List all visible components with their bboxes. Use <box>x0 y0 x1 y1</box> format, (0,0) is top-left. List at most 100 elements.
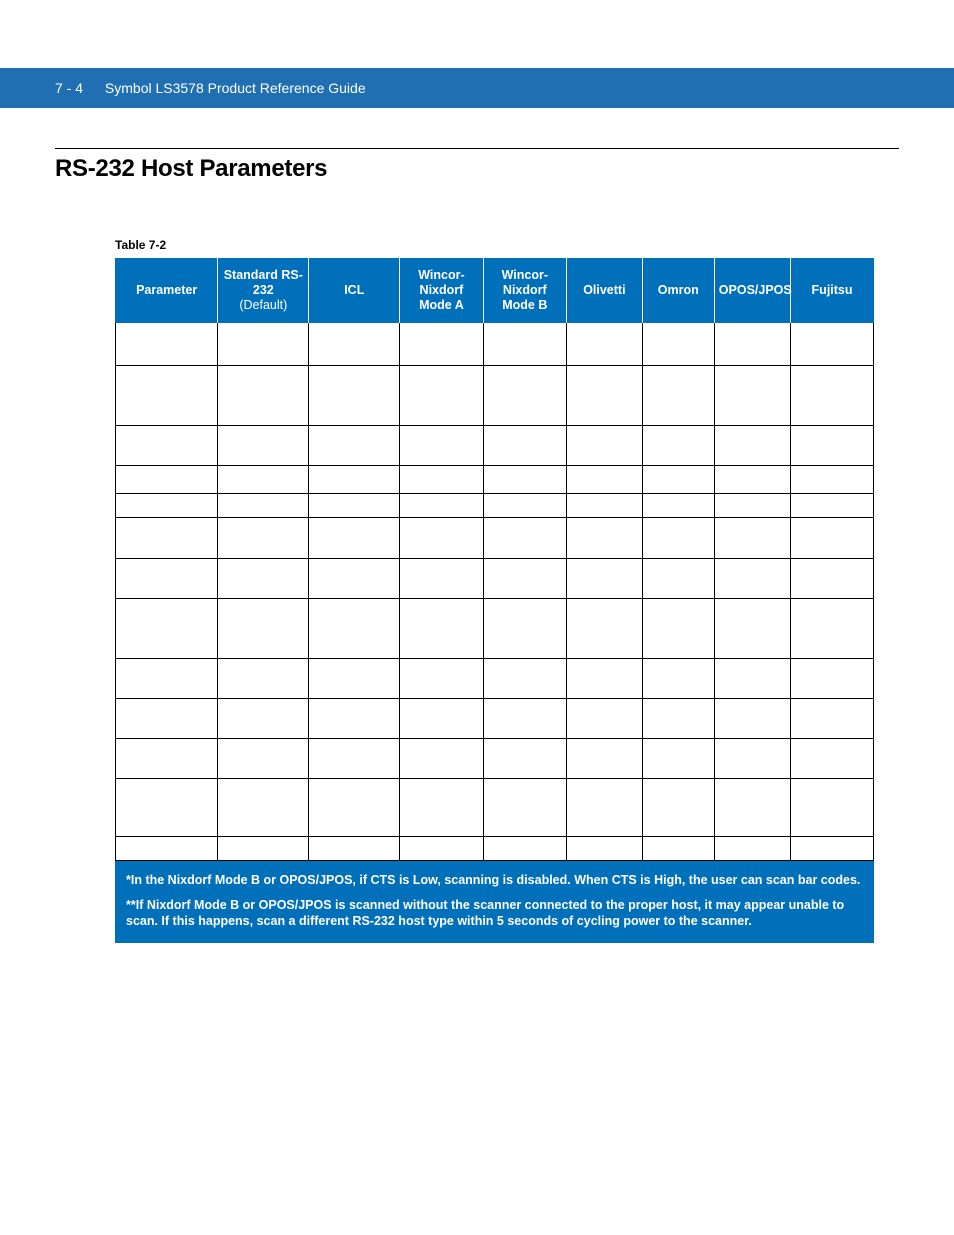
table-container: Table 7-2 Parameter Standard RS-232(Defa… <box>115 238 874 943</box>
table-cell <box>642 778 714 836</box>
table-cell <box>116 425 218 465</box>
table-cell <box>483 836 566 860</box>
table-cell <box>483 517 566 558</box>
table-cell <box>566 658 642 698</box>
table-cell <box>790 658 873 698</box>
table-cell <box>714 558 790 598</box>
parameters-table: Parameter Standard RS-232(Default) ICL W… <box>115 258 874 861</box>
table-cell <box>483 658 566 698</box>
document-title: Symbol LS3578 Product Reference Guide <box>105 80 366 96</box>
table-row <box>116 493 874 517</box>
table-cell <box>714 698 790 738</box>
table-cell <box>714 517 790 558</box>
table-cell <box>116 517 218 558</box>
table-cell <box>790 425 873 465</box>
table-cell <box>116 836 218 860</box>
table-cell <box>566 598 642 658</box>
table-cell <box>714 836 790 860</box>
table-cell <box>309 465 400 493</box>
table-cell <box>566 365 642 425</box>
col-header-fujitsu: Fujitsu <box>790 258 873 323</box>
table-cell <box>714 598 790 658</box>
table-cell <box>218 493 309 517</box>
table-cell <box>642 465 714 493</box>
table-cell <box>218 465 309 493</box>
col-header-wincor-a: Wincor-Nixdorf Mode A <box>400 258 483 323</box>
table-row <box>116 558 874 598</box>
table-cell <box>116 778 218 836</box>
table-cell <box>642 425 714 465</box>
table-cell <box>400 738 483 778</box>
table-cell <box>790 465 873 493</box>
table-cell <box>116 738 218 778</box>
table-cell <box>642 323 714 365</box>
table-row <box>116 323 874 365</box>
table-cell <box>218 323 309 365</box>
table-cell <box>400 558 483 598</box>
table-cell <box>116 365 218 425</box>
table-cell <box>309 365 400 425</box>
table-cell <box>218 778 309 836</box>
table-cell <box>790 778 873 836</box>
table-cell <box>483 425 566 465</box>
table-cell <box>483 493 566 517</box>
table-cell <box>642 558 714 598</box>
table-cell <box>714 365 790 425</box>
table-cell <box>566 558 642 598</box>
table-cell <box>642 598 714 658</box>
table-cell <box>714 425 790 465</box>
table-row <box>116 598 874 658</box>
table-cell <box>714 738 790 778</box>
table-row <box>116 465 874 493</box>
table-cell <box>790 558 873 598</box>
table-cell <box>116 323 218 365</box>
table-cell <box>483 598 566 658</box>
table-cell <box>566 836 642 860</box>
table-cell <box>566 425 642 465</box>
table-body <box>116 323 874 860</box>
table-cell <box>714 493 790 517</box>
table-cell <box>116 558 218 598</box>
table-cell <box>790 517 873 558</box>
table-cell <box>483 323 566 365</box>
table-cell <box>790 738 873 778</box>
table-cell <box>400 658 483 698</box>
table-cell <box>790 493 873 517</box>
table-cell <box>642 836 714 860</box>
page-header-bar: 7 - 4 Symbol LS3578 Product Reference Gu… <box>0 68 954 108</box>
table-cell <box>309 558 400 598</box>
table-row <box>116 836 874 860</box>
table-cell <box>400 517 483 558</box>
table-cell <box>483 465 566 493</box>
table-row <box>116 365 874 425</box>
col-header-olivetti: Olivetti <box>566 258 642 323</box>
table-cell <box>714 323 790 365</box>
table-cell <box>790 598 873 658</box>
table-row <box>116 778 874 836</box>
table-cell <box>483 365 566 425</box>
table-cell <box>218 517 309 558</box>
col-header-omron: Omron <box>642 258 714 323</box>
table-cell <box>566 465 642 493</box>
table-cell <box>790 698 873 738</box>
page-number: 7 - 4 <box>55 80 83 96</box>
col-header-standard: Standard RS-232(Default) <box>218 258 309 323</box>
table-cell <box>400 493 483 517</box>
table-cell <box>400 465 483 493</box>
table-cell <box>483 698 566 738</box>
table-cell <box>218 598 309 658</box>
table-cell <box>218 425 309 465</box>
table-row <box>116 658 874 698</box>
col-header-parameter: Parameter <box>116 258 218 323</box>
table-cell <box>309 698 400 738</box>
table-header-row: Parameter Standard RS-232(Default) ICL W… <box>116 258 874 323</box>
table-cell <box>309 778 400 836</box>
table-row <box>116 517 874 558</box>
footnote-2: **If Nixdorf Mode B or OPOS/JPOS is scan… <box>126 898 863 929</box>
col-header-icl: ICL <box>309 258 400 323</box>
table-cell <box>309 598 400 658</box>
table-footnotes: *In the Nixdorf Mode B or OPOS/JPOS, if … <box>115 861 874 944</box>
table-cell <box>566 493 642 517</box>
table-cell <box>714 778 790 836</box>
table-cell <box>218 365 309 425</box>
